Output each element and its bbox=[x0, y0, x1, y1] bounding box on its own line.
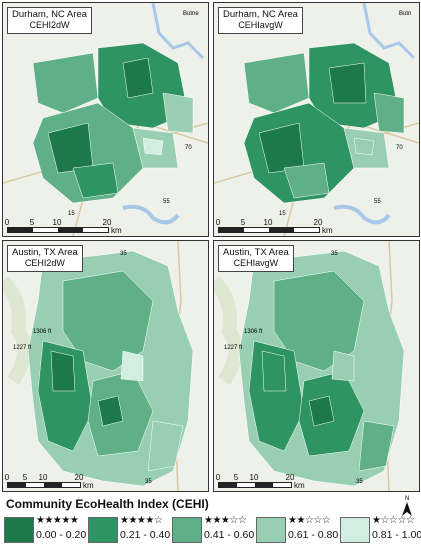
legend-stars: ★★☆☆☆ bbox=[288, 515, 331, 526]
map-panel-austin-2dw: 1306 ft 1227 ft 35 35 Austin, TX Area CE… bbox=[2, 240, 209, 492]
panel-title-box: Durham, NC Area CEHIavgW bbox=[218, 7, 303, 34]
scale-tick: 10 bbox=[249, 473, 259, 482]
place-label: Butn bbox=[399, 11, 411, 17]
legend-stars: ★★★☆☆ bbox=[204, 515, 247, 526]
road-label: 35 bbox=[356, 479, 363, 485]
road-label: 35 bbox=[331, 251, 338, 257]
legend-range: 0.00 - 0.20 bbox=[36, 529, 87, 541]
legend-range: 0.21 - 0.40 bbox=[120, 529, 171, 541]
austin-2dw-map: 1306 ft 1227 ft 35 35 bbox=[3, 241, 208, 491]
panel-title-box: Austin, TX Area CEHI2dW bbox=[7, 245, 83, 272]
durham-avg-map: 70 55 15 Butn bbox=[214, 3, 419, 236]
legend-swatch bbox=[340, 517, 370, 543]
scale-unit: km bbox=[294, 481, 305, 490]
map-panel-durham-avg: 70 55 15 Butn Durham, NC Area CEHIavgW 0… bbox=[213, 2, 420, 237]
elevation-label: 1306 ft bbox=[33, 329, 52, 335]
legend-item: ★★☆☆☆ 0.61 - 0.80 bbox=[256, 515, 338, 545]
scale-tick: 20 bbox=[285, 473, 295, 482]
road-label: 35 bbox=[120, 251, 127, 257]
legend-item: ★★★★☆ 0.21 - 0.40 bbox=[88, 515, 170, 545]
road-label: 15 bbox=[279, 211, 286, 217]
elevation-label: 1227 ft bbox=[13, 345, 32, 351]
scale-tick: 0 bbox=[4, 473, 10, 482]
scale-tick: 10 bbox=[38, 473, 48, 482]
road-label: 35 bbox=[145, 479, 152, 485]
scale-bar: 0 5 10 20 km bbox=[4, 473, 117, 490]
panel-subtitle: CEHI2dW bbox=[24, 258, 65, 268]
panel-title: Austin, TX Area bbox=[12, 247, 78, 258]
scale-unit: km bbox=[322, 226, 333, 235]
legend-swatch bbox=[88, 517, 118, 543]
legend-item: ★★★★★ 0.00 - 0.20 bbox=[4, 515, 86, 545]
panel-title: Austin, TX Area bbox=[223, 247, 289, 258]
panel-subtitle: CEHIavgW bbox=[238, 20, 283, 30]
scale-unit: km bbox=[83, 481, 94, 490]
road-label: 70 bbox=[185, 145, 192, 151]
scale-tick: 0 bbox=[215, 473, 221, 482]
panel-title: Durham, NC Area bbox=[12, 9, 87, 20]
legend-range: 0.61 - 0.80 bbox=[288, 529, 339, 541]
panel-subtitle: CEHI2dW bbox=[29, 20, 70, 30]
legend-stars: ★☆☆☆☆ bbox=[372, 515, 415, 526]
legend-stars: ★★★★★ bbox=[36, 515, 79, 526]
scale-tick: 5 bbox=[29, 218, 35, 227]
place-label: Butne bbox=[183, 11, 199, 17]
scale-tick: 10 bbox=[52, 218, 62, 227]
scale-unit: km bbox=[111, 226, 122, 235]
legend-stars: ★★★★☆ bbox=[120, 515, 163, 526]
legend-swatch bbox=[172, 517, 202, 543]
panel-subtitle: CEHIavgW bbox=[233, 258, 279, 268]
scale-tick: 20 bbox=[313, 218, 323, 227]
legend-item: ★★★☆☆ 0.41 - 0.60 bbox=[172, 515, 254, 545]
scale-tick: 20 bbox=[74, 473, 84, 482]
austin-avg-map: 1306 ft 1227 ft 35 35 bbox=[214, 241, 419, 491]
scale-bar: 0 5 10 20 km bbox=[215, 218, 333, 235]
scale-tick: 10 bbox=[263, 218, 273, 227]
road-label: 55 bbox=[374, 199, 381, 205]
scale-tick: 0 bbox=[4, 218, 10, 227]
scale-bar: 0 5 10 20 km bbox=[215, 473, 328, 490]
scale-tick: 5 bbox=[22, 473, 28, 482]
legend-range: 0.41 - 0.60 bbox=[204, 529, 255, 541]
elevation-label: 1227 ft bbox=[224, 345, 243, 351]
elevation-label: 1306 ft bbox=[244, 329, 263, 335]
scale-tick: 5 bbox=[240, 218, 246, 227]
legend-item: ★☆☆☆☆ 0.81 - 1.00 bbox=[340, 515, 421, 545]
north-label: N bbox=[405, 496, 409, 502]
legend-title: Community EcoHealth Index (CEHI) bbox=[6, 497, 209, 511]
map-panel-durham-2dw: 70 55 15 Butne Durham, NC Area CEHI2dW 0… bbox=[2, 2, 209, 237]
panel-title-box: Austin, TX Area CEHIavgW bbox=[218, 245, 294, 272]
scale-bar: 0 5 10 20 km bbox=[4, 218, 122, 235]
panel-title: Durham, NC Area bbox=[223, 9, 298, 20]
legend-swatch bbox=[4, 517, 34, 543]
scale-tick: 0 bbox=[215, 218, 221, 227]
scale-tick: 5 bbox=[233, 473, 239, 482]
durham-2dw-map: 70 55 15 Butne bbox=[3, 3, 208, 236]
legend-swatch bbox=[256, 517, 286, 543]
scale-tick: 20 bbox=[102, 218, 112, 227]
legend-range: 0.81 - 1.00 bbox=[372, 529, 421, 541]
map-panel-austin-avg: 1306 ft 1227 ft 35 35 Austin, TX Area CE… bbox=[213, 240, 420, 492]
road-label: 55 bbox=[163, 199, 170, 205]
panel-title-box: Durham, NC Area CEHI2dW bbox=[7, 7, 92, 34]
road-label: 15 bbox=[68, 211, 75, 217]
north-arrow-icon: N bbox=[402, 496, 412, 516]
road-label: 70 bbox=[396, 145, 403, 151]
legend: ★★★★★ 0.00 - 0.20 ★★★★☆ 0.21 - 0.40 ★★★☆… bbox=[4, 515, 421, 547]
